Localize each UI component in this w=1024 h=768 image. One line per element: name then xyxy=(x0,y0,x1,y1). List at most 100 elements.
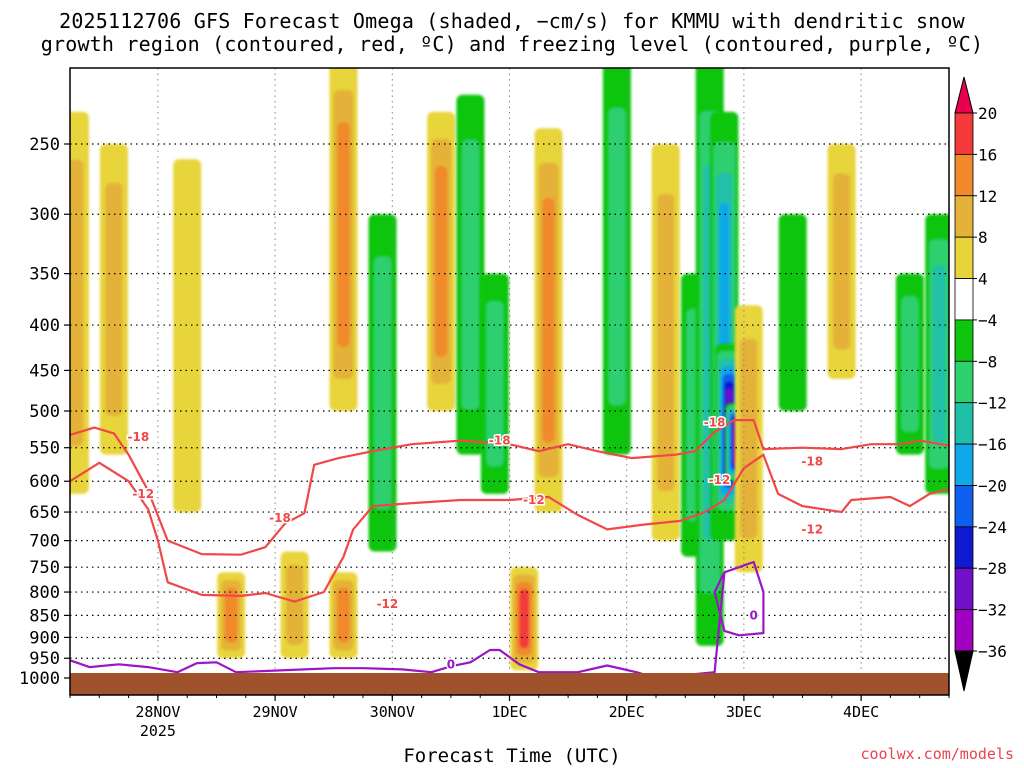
omega-level xyxy=(608,107,626,406)
contour-line xyxy=(70,453,949,603)
contour-label: -12 xyxy=(523,493,545,507)
colorbar-band xyxy=(954,402,974,445)
omega-level xyxy=(70,159,84,447)
colorbar-label: 20 xyxy=(978,104,997,123)
ground-layer xyxy=(70,673,949,695)
contour-label: 0 xyxy=(447,657,455,671)
y-tick-label: 750 xyxy=(29,558,60,578)
colorbar-band xyxy=(954,567,974,611)
colorbar-label: −8 xyxy=(978,352,997,371)
x-tick-label: 3DEC xyxy=(726,703,762,721)
colorbar-label: −36 xyxy=(978,642,1007,661)
y-tick-label: 1000 xyxy=(19,669,60,689)
colorbar-band xyxy=(954,526,974,569)
y-tick-label: 400 xyxy=(29,316,60,336)
contours: -18 -18 -18 -18 -18 -12 -12 -12 -12 -12 0 0 xyxy=(70,414,949,680)
omega-cell xyxy=(217,572,246,659)
x-tick-label: 30NOV xyxy=(370,703,415,721)
omega-level xyxy=(337,121,350,348)
colorbar-label: 4 xyxy=(978,270,988,289)
omega-cell xyxy=(99,144,128,455)
x-tick-sublabel: 2025 xyxy=(140,722,176,740)
omega-cell xyxy=(734,305,763,573)
colorbar-band xyxy=(954,112,974,155)
y-tick-label: 600 xyxy=(29,472,60,492)
colorbar-band xyxy=(954,278,974,321)
omega-cell xyxy=(480,273,509,494)
omega-cell xyxy=(778,214,807,411)
omega-cell xyxy=(827,144,856,379)
omega-level xyxy=(434,165,448,357)
omega-level xyxy=(286,564,304,645)
y-tick-label: 350 xyxy=(29,265,60,285)
omega-level xyxy=(105,182,123,416)
omega-cell xyxy=(280,551,309,659)
omega-level xyxy=(224,587,238,643)
contour-label: 0 xyxy=(749,608,757,622)
contour-line xyxy=(70,560,765,680)
colorbar-label: −20 xyxy=(978,476,1007,495)
y-tick-label: 550 xyxy=(29,439,60,459)
omega-level xyxy=(657,193,675,492)
omega-level xyxy=(461,139,480,410)
omega-level xyxy=(901,296,919,433)
colorbar-band xyxy=(954,443,974,486)
colorbar-cap-bottom xyxy=(954,650,974,692)
credit-link[interactable]: coolwx.com/models xyxy=(860,745,1014,763)
omega-cell xyxy=(173,159,202,513)
colorbar-label: −4 xyxy=(978,311,997,330)
omega-level xyxy=(173,159,202,513)
omega-level xyxy=(740,338,758,539)
chart-title-line1: 2025112706 GFS Forecast Omega (shaded, −… xyxy=(59,9,965,33)
colorbar-band xyxy=(954,485,974,528)
omega-level xyxy=(337,587,350,643)
colorbar-label: 12 xyxy=(978,187,997,206)
omega-cell xyxy=(602,68,631,455)
contour-label: -18 xyxy=(269,511,291,525)
contour-label: -18 xyxy=(704,415,726,429)
x-tick-label: 2DEC xyxy=(609,703,645,721)
omega-level xyxy=(832,173,851,350)
colorbar: 20 16 12 8 4 −4 −8 −12 −16 −20 −24 −28 −32 −36 xyxy=(954,76,1007,692)
omega-cell xyxy=(368,214,397,552)
y-tick-label: 650 xyxy=(29,503,60,523)
y-tick-label: 950 xyxy=(29,649,60,669)
colorbar-label: −32 xyxy=(978,601,1007,620)
omega-shading xyxy=(70,68,949,671)
omega-level xyxy=(933,264,946,444)
colorbar-band xyxy=(954,360,974,404)
contour-label: -12 xyxy=(377,597,399,611)
chart-title-line2: growth region (contoured, red, ºC) and f… xyxy=(40,32,984,56)
contour-label: -12 xyxy=(709,473,731,487)
contour-label: -18 xyxy=(128,430,150,444)
x-tick-label: 4DEC xyxy=(843,703,879,721)
omega-cell xyxy=(70,111,89,494)
omega-cell xyxy=(651,144,680,541)
omega-cell xyxy=(895,273,924,455)
contour-label: -18 xyxy=(489,434,511,448)
y-axis: 2503003504004505005506006507007508008509… xyxy=(19,135,70,689)
contour-label: -12 xyxy=(801,522,823,536)
colorbar-label: 16 xyxy=(978,145,997,164)
y-tick-label: 250 xyxy=(29,135,60,155)
omega-level xyxy=(486,301,504,467)
omega-cell xyxy=(510,567,539,671)
contour-label: -18 xyxy=(801,454,823,468)
contour-label: -12 xyxy=(132,487,154,501)
y-tick-label: 500 xyxy=(29,402,60,422)
omega-level xyxy=(542,197,555,443)
omega-level xyxy=(778,214,807,411)
colorbar-label: −16 xyxy=(978,435,1007,454)
x-tick-label: 29NOV xyxy=(253,703,298,721)
colorbar-label: −12 xyxy=(978,394,1007,413)
colorbar-label: −28 xyxy=(978,559,1007,578)
colorbar-band xyxy=(954,195,974,238)
colorbar-band xyxy=(954,609,974,652)
colorbar-band xyxy=(954,319,974,362)
omega-cell xyxy=(329,572,358,659)
omega-cell xyxy=(329,68,358,411)
x-tick-label: 28NOV xyxy=(135,703,180,721)
y-tick-label: 450 xyxy=(29,361,60,381)
